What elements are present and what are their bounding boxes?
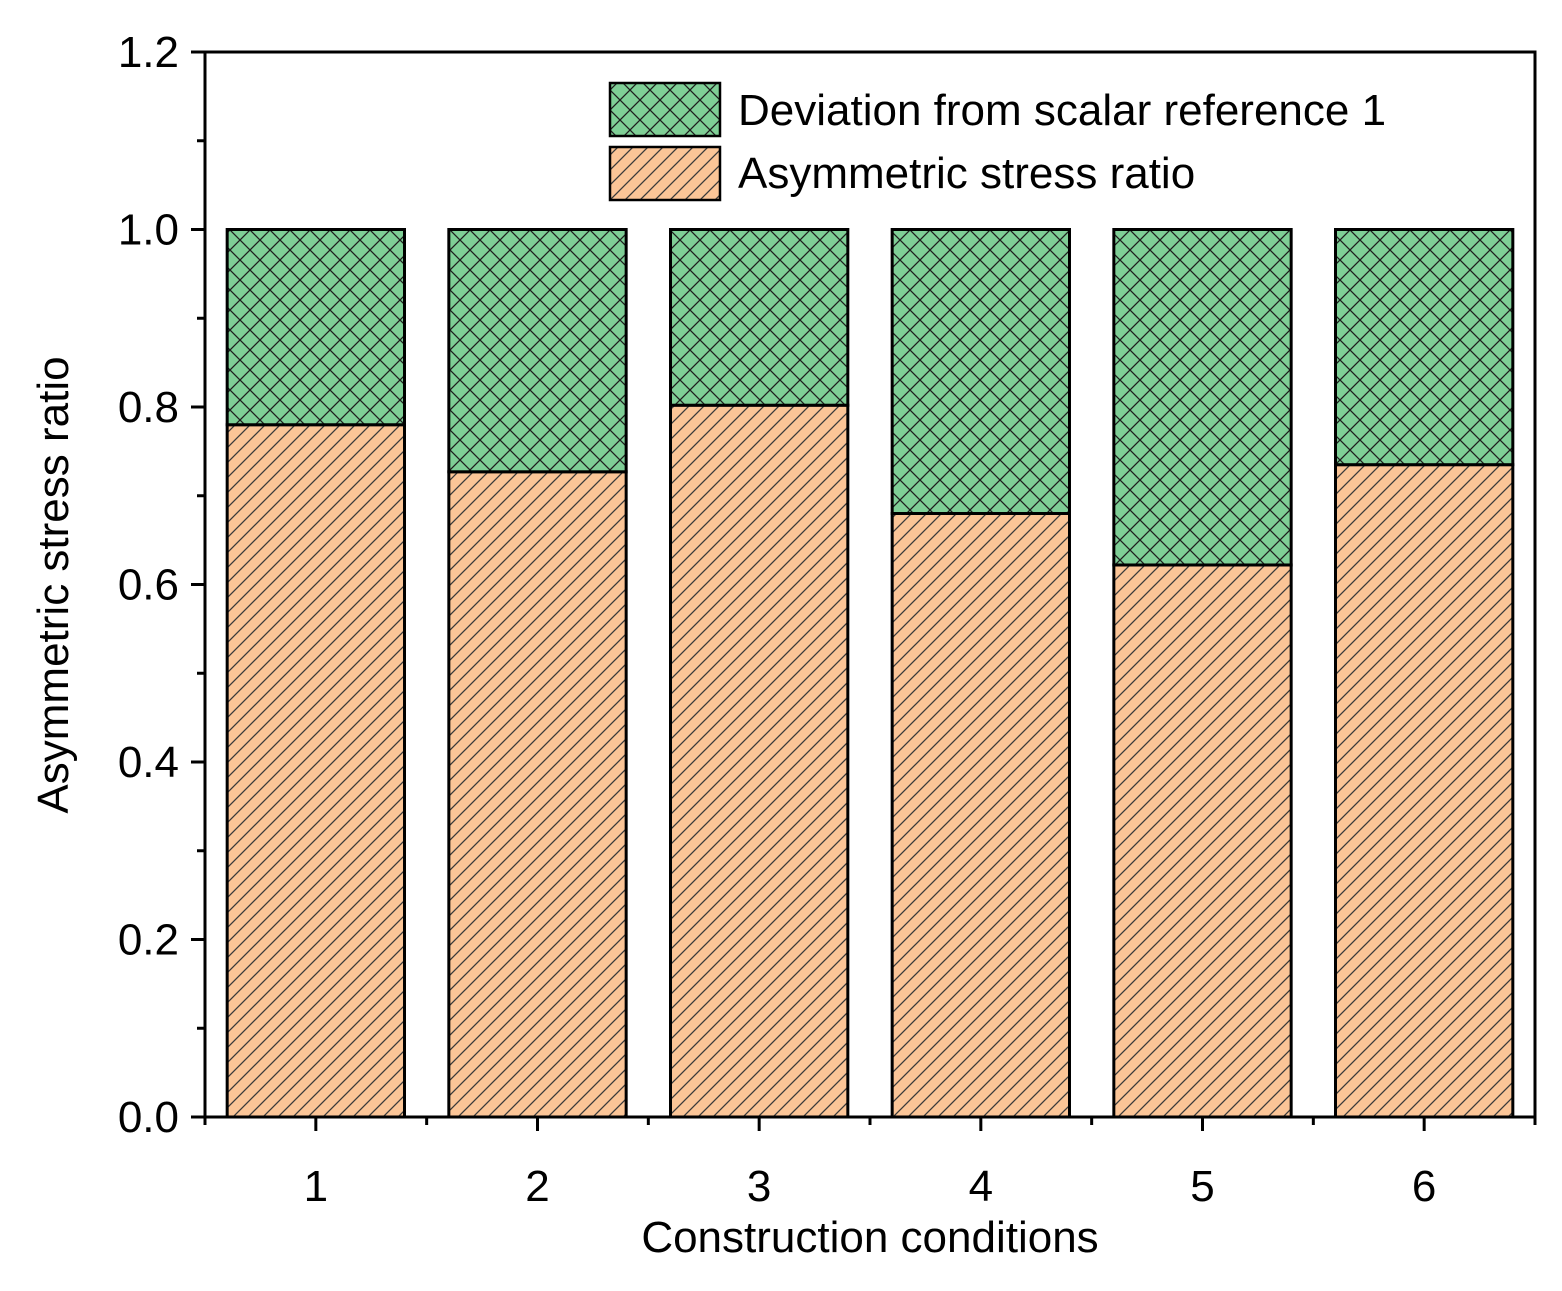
bar-deviation-1 bbox=[225, 228, 406, 427]
legend-label-deviation: Deviation from scalar reference 1 bbox=[738, 86, 1386, 135]
x-tick-label: 4 bbox=[969, 1162, 993, 1211]
bar-stress-ratio-4 bbox=[890, 512, 1071, 1119]
x-tick-label: 6 bbox=[1412, 1162, 1436, 1211]
y-tick-label: 0.4 bbox=[118, 738, 179, 787]
y-tick-label: 1.2 bbox=[118, 28, 179, 77]
legend-swatch-deviation bbox=[608, 81, 722, 138]
legend-label-stress-ratio: Asymmetric stress ratio bbox=[738, 149, 1195, 198]
y-axis-ticks: 0.0 0.2 0.4 0.6 0.8 1.0 1.2 bbox=[118, 28, 205, 1142]
x-tick-label: 5 bbox=[1190, 1162, 1214, 1211]
bar-stress-ratio-6 bbox=[1334, 463, 1515, 1119]
bars-layer bbox=[225, 228, 1515, 1119]
bar-deviation-3 bbox=[669, 228, 850, 407]
bar-stress-ratio-5 bbox=[1112, 563, 1293, 1119]
bar-deviation-4 bbox=[890, 228, 1071, 515]
y-tick-label: 0.2 bbox=[118, 916, 179, 965]
x-tick-label: 2 bbox=[525, 1162, 549, 1211]
x-axis-title: Construction conditions bbox=[641, 1213, 1098, 1262]
x-tick-label: 1 bbox=[304, 1162, 328, 1211]
bar-stress-ratio-1 bbox=[225, 423, 406, 1119]
bar-deviation-2 bbox=[447, 228, 628, 474]
legend: Deviation from scalar reference 1 Asymme… bbox=[608, 81, 1386, 202]
x-axis-ticks: 1 2 3 4 5 6 bbox=[203, 1117, 1537, 1211]
bar-stress-ratio-2 bbox=[447, 470, 628, 1119]
y-tick-label: 1.0 bbox=[118, 206, 179, 255]
y-tick-label: 0.0 bbox=[118, 1093, 179, 1142]
y-axis-title: Asymmetric stress ratio bbox=[29, 356, 78, 813]
x-tick-label: 3 bbox=[747, 1162, 771, 1211]
y-tick-label: 0.8 bbox=[118, 383, 179, 432]
y-tick-label: 0.6 bbox=[118, 561, 179, 610]
bar-deviation-5 bbox=[1112, 228, 1293, 567]
bar-deviation-6 bbox=[1334, 228, 1515, 467]
bar-stress-ratio-3 bbox=[669, 403, 850, 1119]
legend-swatch-stress-ratio bbox=[608, 145, 722, 202]
